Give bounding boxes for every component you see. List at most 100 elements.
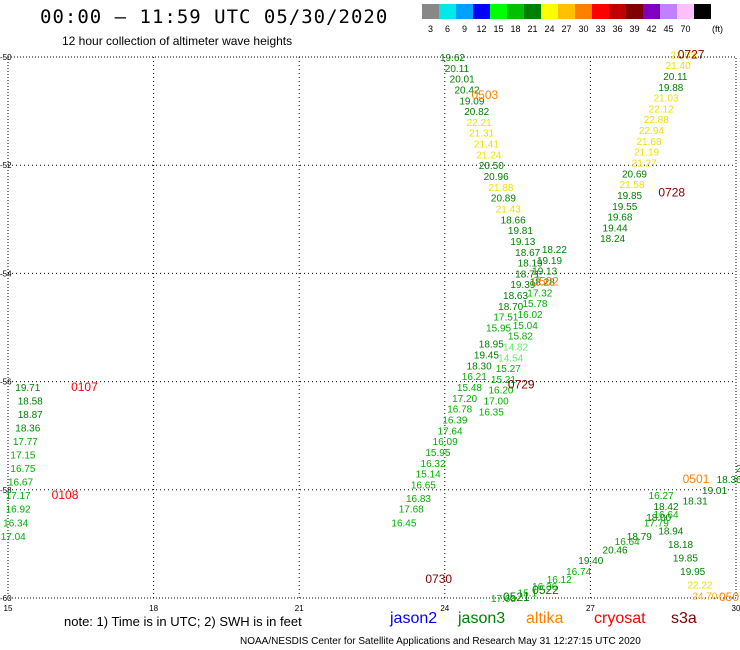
wave-height-value: 18.18 bbox=[668, 540, 693, 551]
pass-time-label: 0727 bbox=[678, 47, 705, 61]
scale-label: 9 bbox=[461, 24, 467, 34]
wave-height-value: 22.12 bbox=[649, 104, 674, 115]
wave-height-value: 20.82 bbox=[464, 107, 489, 118]
wave-height-value: 16.75 bbox=[10, 464, 35, 475]
credit-line: NOAA/NESDIS Center for Satellite Applica… bbox=[240, 636, 641, 647]
wave-height-value: 19.55 bbox=[612, 202, 637, 213]
wave-height-value: 15.1 bbox=[518, 589, 538, 600]
wave-height-value: 21.19 bbox=[634, 148, 659, 159]
wave-height-value: 21.88 bbox=[488, 183, 513, 194]
wave-height-value: 21.58 bbox=[620, 180, 645, 191]
wave-height-value: 19.40 bbox=[578, 556, 603, 567]
wave-height-value: 17.68 bbox=[399, 505, 424, 516]
wave-height-value: 18.31 bbox=[683, 497, 708, 508]
scale-label: 24 bbox=[544, 24, 555, 34]
wave-height-value: 20.11 bbox=[663, 72, 688, 83]
scale-label: 39 bbox=[629, 24, 640, 34]
x-tick-label: 21 bbox=[295, 604, 304, 613]
wave-height-value: 18.70 bbox=[498, 302, 523, 313]
scale-label: 27 bbox=[561, 24, 572, 34]
wave-height-value: 15.95 bbox=[425, 448, 450, 459]
wave-height-value: 14.82 bbox=[503, 342, 528, 353]
legend-cryosat: cryosat bbox=[594, 610, 646, 627]
scale-label: 3 bbox=[427, 24, 433, 34]
wave-height-value: 21.43 bbox=[496, 204, 521, 215]
wave-height-value: 16.20 bbox=[488, 386, 513, 397]
wave-height-value: 18.63 bbox=[503, 291, 528, 302]
legend-s3a: s3a bbox=[671, 610, 697, 627]
wave-height-value: 16.39 bbox=[442, 415, 467, 426]
wave-height-value: 18.24 bbox=[600, 234, 625, 245]
page-subtitle: 12 hour collection of altimeter wave hei… bbox=[62, 34, 293, 48]
scale-label: 30 bbox=[578, 24, 589, 34]
x-tick-label: 18 bbox=[149, 604, 158, 613]
wave-height-value: 19.45 bbox=[474, 351, 499, 362]
wave-height-value: 20.96 bbox=[484, 172, 509, 183]
wave-height-value: 20.89 bbox=[491, 194, 516, 205]
wave-height-value: 19.01 bbox=[702, 486, 727, 497]
scale-label: 70 bbox=[680, 24, 691, 34]
wave-height-value: 19.71 bbox=[15, 383, 40, 394]
x-tick-label: 30 bbox=[732, 604, 740, 613]
wave-height-value: 21.03 bbox=[670, 50, 695, 61]
wave-height-value: 20.50 bbox=[479, 161, 504, 172]
scale-label: 33 bbox=[595, 24, 606, 34]
scale-label: 36 bbox=[612, 24, 623, 34]
wave-height-value: 16.67 bbox=[8, 478, 33, 489]
pass-time-label: 0107 bbox=[71, 380, 98, 394]
pass-time-label: 0108 bbox=[52, 488, 79, 502]
pass-time-label: 0729 bbox=[508, 377, 535, 391]
wave-height-value: 16.35 bbox=[479, 407, 504, 418]
wave-height-value: 16.45 bbox=[391, 518, 416, 529]
wave-height-value: 19.85 bbox=[673, 553, 698, 564]
wave-height-value: 18.22 bbox=[542, 245, 567, 256]
wave-height-value: 17.04 bbox=[1, 532, 26, 543]
wave-height-value: 24.70 bbox=[692, 591, 717, 602]
wave-height-value: 19.39 bbox=[510, 280, 535, 291]
wave-height-value: 19.88 bbox=[658, 83, 683, 94]
y-tick-label: -54 bbox=[0, 269, 12, 278]
y-tick-label: -50 bbox=[0, 53, 12, 62]
pass-time-label: 0522 bbox=[532, 583, 559, 597]
wave-height-value: 21.68 bbox=[637, 137, 662, 148]
scale-label: 21 bbox=[527, 24, 538, 34]
wave-height-value: 19.13 bbox=[510, 237, 535, 248]
wave-height-value: 16.21 bbox=[462, 372, 487, 383]
wave-height-value: 20.01 bbox=[450, 75, 475, 86]
legend-jason2: jason2 bbox=[390, 610, 438, 627]
wave-height-value: 20.42 bbox=[455, 85, 480, 96]
wave-height-value: 21.24 bbox=[476, 150, 501, 161]
y-tick-label: -60 bbox=[0, 594, 12, 603]
wave-height-value: 21.40 bbox=[666, 61, 691, 72]
scale-label: 18 bbox=[510, 24, 521, 34]
scale-label: 6 bbox=[444, 24, 450, 34]
wave-height-value: 16.27 bbox=[649, 491, 674, 502]
wave-height-value: 16.92 bbox=[6, 505, 31, 516]
pass-time-label: 050 bbox=[719, 590, 739, 604]
x-tick-label: 27 bbox=[586, 604, 595, 613]
wave-height-value: 16.36 bbox=[532, 582, 557, 593]
wave-height-value: 17.00 bbox=[484, 397, 509, 408]
y-tick-label: -56 bbox=[0, 378, 12, 387]
pass-time-label: 0502 bbox=[532, 275, 559, 289]
wave-height-value: 18.00 bbox=[646, 513, 671, 524]
wave-height-value: 21.41 bbox=[474, 140, 499, 151]
wave-height-value: 17.64 bbox=[438, 426, 463, 437]
map-frame bbox=[7, 56, 737, 599]
wave-height-value: 21.31 bbox=[469, 129, 494, 140]
wave-height-value: 15.27 bbox=[496, 364, 521, 375]
wave-height-value: 19.85 bbox=[617, 191, 642, 202]
wave-height-value: 18.95 bbox=[479, 340, 504, 351]
wave-height-value: 15.48 bbox=[457, 383, 482, 394]
legend-jason3: jason3 bbox=[458, 610, 506, 627]
wave-height-value: 21.27 bbox=[632, 158, 657, 169]
wave-height-value: 18.87 bbox=[18, 410, 43, 421]
wave-height-value: 15.04 bbox=[513, 321, 538, 332]
x-tick-label: 15 bbox=[4, 604, 13, 613]
wave-height-value: 18.36 bbox=[717, 475, 740, 486]
scale-swatch bbox=[694, 4, 712, 19]
wave-height-value: 18.66 bbox=[501, 215, 526, 226]
wave-height-value: 18.30 bbox=[467, 361, 492, 372]
wave-height-value: 18.19 bbox=[518, 259, 543, 270]
wave-height-value: 17.79 bbox=[644, 518, 669, 529]
